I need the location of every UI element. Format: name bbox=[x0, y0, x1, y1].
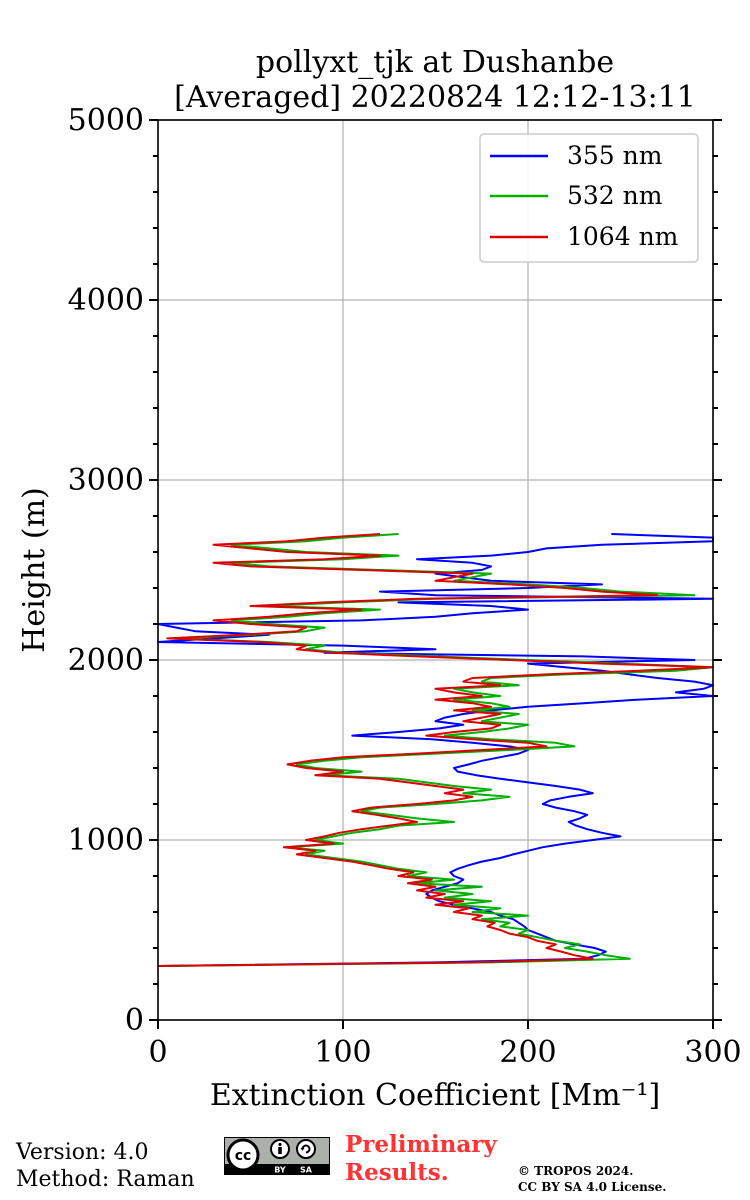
svg-text:cc: cc bbox=[235, 1148, 252, 1164]
y-tick-label: 5000 bbox=[68, 103, 144, 138]
copyright-line1: © TROPOS 2024. bbox=[518, 1164, 634, 1178]
y-tick-label: 1000 bbox=[68, 823, 144, 858]
version-text: Version: 4.0 bbox=[16, 1140, 149, 1165]
chart-title-line2: [Averaged] 20220824 12:12-13:11 bbox=[174, 80, 696, 115]
x-tick-label: 100 bbox=[314, 1035, 371, 1070]
series-line-355-nm bbox=[157, 533, 714, 967]
x-tick-labels: 0 100 200 300 bbox=[148, 1035, 741, 1070]
series-lines bbox=[157, 533, 714, 967]
legend-label-355: 355 nm bbox=[567, 141, 663, 170]
y-tick-labels: 0 1000 2000 3000 4000 5000 bbox=[68, 103, 144, 1038]
y-axis-label: Height (m) bbox=[17, 487, 52, 652]
extinction-chart: pollyxt_tjk at Dushanbe [Averaged] 20220… bbox=[17, 45, 742, 1113]
chart-title-line1: pollyxt_tjk at Dushanbe bbox=[256, 45, 614, 80]
axis-ticks bbox=[149, 119, 722, 1029]
y-tick-label: 4000 bbox=[68, 283, 144, 318]
series-line-1064-nm bbox=[157, 533, 714, 967]
x-tick-label: 200 bbox=[499, 1035, 556, 1070]
legend-box bbox=[479, 133, 699, 263]
preliminary-results-line2: Results. bbox=[345, 1159, 449, 1186]
y-tick-label: 3000 bbox=[68, 463, 144, 498]
method-text: Method: Raman bbox=[16, 1167, 195, 1192]
copyright-line2: CC BY SA 4.0 License. bbox=[518, 1180, 667, 1194]
y-tick-label: 0 bbox=[125, 1003, 144, 1038]
svg-text:BY: BY bbox=[274, 1166, 286, 1175]
svg-text:SA: SA bbox=[300, 1166, 313, 1175]
legend-label-1064: 1064 nm bbox=[567, 222, 679, 251]
legend: 355 nm 532 nm 1064 nm bbox=[479, 133, 699, 263]
preliminary-results-line1: Preliminary bbox=[345, 1131, 497, 1158]
plot-frame bbox=[157, 119, 714, 1021]
y-tick-label: 2000 bbox=[68, 643, 144, 678]
x-axis-label: Extinction Coefficient [Mm⁻¹] bbox=[210, 1078, 660, 1113]
cc-by-sa-license-icon: cc BY SA bbox=[224, 1137, 330, 1175]
x-tick-label: 300 bbox=[684, 1035, 741, 1070]
x-tick-label: 0 bbox=[148, 1035, 167, 1070]
legend-label-532: 532 nm bbox=[567, 181, 663, 210]
